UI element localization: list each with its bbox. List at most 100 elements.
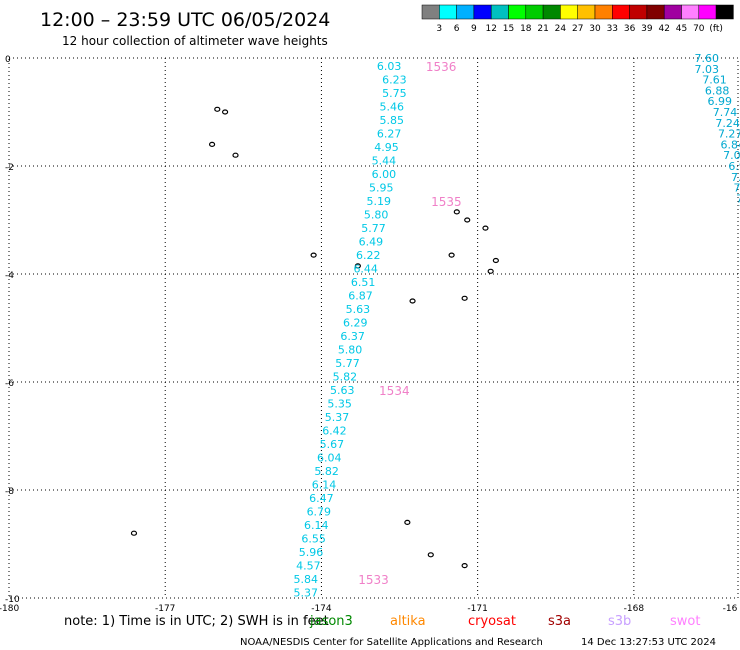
legend-swatch-16 [698, 4, 717, 20]
chart-title: 12:00 – 23:59 UTC 06/05/2024 [40, 9, 330, 31]
legend-label-2: 9 [471, 24, 477, 34]
pass-time-label: 1536 [426, 60, 457, 74]
wave-height-label: 5.84 [294, 573, 319, 586]
wave-height-label: 6.14 [312, 479, 337, 492]
wave-height-label: 6.87 [348, 290, 373, 303]
wave-height-label: 5.80 [338, 344, 363, 357]
y-tick-label: -8 [5, 487, 14, 497]
wave-height-label: 5.96 [299, 546, 324, 559]
wave-height-label: 6.55 [301, 533, 326, 546]
wave-height-label: 6.00 [372, 168, 397, 181]
legend-swatch-3 [473, 4, 492, 20]
wave-height-label: 5.77 [361, 222, 386, 235]
wave-height-label: 4.57 [296, 560, 321, 573]
legend-label-6: 21 [537, 24, 548, 34]
wave-height-label: 5.75 [382, 87, 407, 100]
island-outline [130, 530, 138, 536]
island-outline [492, 257, 499, 264]
wave-height-label: 5.63 [346, 303, 371, 316]
legend-swatch-7 [542, 4, 561, 20]
island-outline [487, 268, 494, 274]
wave-height-label: 7.03 [695, 63, 720, 76]
generated-timestamp: 14 Dec 13:27:53 UTC 2024 [581, 637, 716, 648]
wave-height-label: 5.82 [314, 465, 339, 478]
legend-label-9: 30 [589, 24, 601, 34]
wave-height-label: 5.44 [372, 155, 397, 168]
wave-height-label: 7.70 [734, 182, 740, 195]
legend-swatch-0 [421, 4, 440, 20]
wave-height-label: 5.37 [325, 411, 350, 424]
wave-height-label: 5.67 [320, 438, 345, 451]
legend-label-5: 18 [520, 24, 532, 34]
wave-height-label: 6.47 [309, 492, 334, 505]
satellite-legend: jason3 altika cryosat s3a s3b swot [309, 614, 700, 629]
plot-area: -180 -177 -174 -171 -168 -160-2-4-6-8-106.036… [0, 52, 740, 614]
legend-label-14: 45 [676, 24, 687, 34]
pass-time-label: 1534 [379, 384, 410, 398]
legend-label-15: 70 [693, 24, 705, 34]
wave-height-label: 7.61 [702, 74, 727, 87]
legend-swatch-2 [456, 4, 475, 20]
legend-label-3: 12 [485, 24, 496, 34]
satellite-label-altika: altika [390, 614, 426, 629]
x-tick-label: -174 [311, 604, 332, 614]
wave-height-label: 6.42 [322, 425, 347, 438]
legend-swatch-12 [629, 4, 648, 20]
wave-height-label: 6.44 [353, 263, 378, 276]
island-outline [448, 252, 455, 258]
legend-label-13: 42 [658, 24, 669, 34]
y-tick-label: -10 [5, 595, 20, 605]
x-tick-label: -171 [467, 604, 487, 614]
wave-height-label: 6.84 [721, 138, 740, 151]
x-tick-label: -177 [155, 604, 175, 614]
plot-frame [8, 57, 739, 599]
wave-height-label: 5.85 [379, 114, 404, 127]
wave-height-label: 7.60 [695, 52, 720, 65]
y-tick-label: -6 [5, 379, 14, 389]
legend-swatch-5 [508, 4, 527, 20]
wave-height-label: 5.82 [333, 371, 358, 384]
island-outline [232, 152, 239, 158]
wave-height-label: 7.04 [723, 149, 740, 162]
legend-swatch-14 [663, 4, 682, 20]
wave-height-label: 5.63 [330, 384, 355, 397]
legend-swatch-11 [612, 4, 630, 20]
legend-swatch-17 [715, 4, 734, 20]
legend-swatch-1 [439, 4, 457, 20]
wave-height-label: 6.14 [304, 519, 329, 532]
wave-height-label: 6.37 [340, 330, 365, 343]
x-tick-label: -180 [0, 604, 19, 614]
island-outline [404, 519, 411, 526]
credit-line: NOAA/NESDIS Center for Satellite Applica… [240, 637, 543, 648]
satellite-label-swot: swot [670, 614, 700, 629]
wave-height-label: 6.99 [708, 95, 733, 108]
wave-height-label: 7.24 [715, 117, 740, 130]
island-outline [482, 225, 489, 231]
island-outline [427, 552, 434, 558]
pass-time-label: 1535 [431, 195, 462, 209]
island-outline [453, 209, 460, 215]
wave-height-label: 6.29 [343, 317, 368, 330]
satellite-label-cryosat: cryosat [468, 614, 516, 629]
chart-subtitle: 12 hour collection of altimeter wave hei… [62, 34, 328, 48]
legend-label-8: 27 [572, 24, 583, 34]
wave-height-label: 6.03 [377, 60, 402, 73]
legend-swatch-15 [681, 4, 700, 20]
wave-height-label: 7.84 [731, 171, 740, 184]
wave-height-label: 5.46 [379, 101, 404, 114]
wave-height-label: 5.80 [364, 209, 389, 222]
wave-height-label: 6.22 [356, 249, 381, 262]
island-outline [208, 141, 216, 147]
legend-swatch-8 [560, 4, 578, 20]
legend-label-1: 6 [454, 24, 460, 34]
wave-height-label: 6.49 [359, 236, 384, 249]
legend-label-12: 39 [641, 24, 653, 34]
legend-label-11: 36 [624, 24, 636, 34]
island-outline [409, 298, 416, 304]
y-tick-label: -4 [5, 271, 14, 281]
satellite-label-s3b: s3b [608, 614, 631, 629]
wave-height-label: 5.19 [366, 195, 391, 208]
island-outline [354, 263, 361, 269]
legend-swatch-6 [525, 4, 544, 20]
